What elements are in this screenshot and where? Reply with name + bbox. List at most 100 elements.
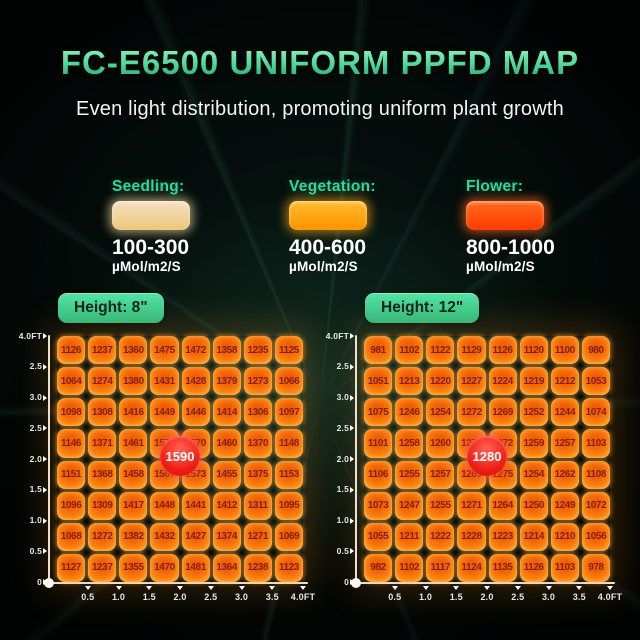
ppfd-cell: 1273 <box>243 367 272 396</box>
ppfd-cell: 1211 <box>395 522 424 551</box>
ppfd-cell: 1311 <box>243 491 272 520</box>
ppfd-cell: 1257 <box>550 429 579 458</box>
x-axis-tick-mark <box>207 586 214 593</box>
ppfd-cell: 1380 <box>119 367 148 396</box>
y-axis-tick-mark <box>350 486 357 493</box>
y-axis-tick-label: 1.0 <box>336 515 349 525</box>
x-axis-line <box>355 582 615 584</box>
ppfd-cell: 1051 <box>364 367 393 396</box>
legend-unit: µMol/m2/S <box>289 259 358 275</box>
x-axis-tick-mark <box>391 586 398 593</box>
x-axis-tick-label: 4.0FT <box>597 592 623 602</box>
ppfd-cell: 1374 <box>212 522 241 551</box>
x-axis-tick-mark <box>238 586 245 593</box>
ppfd-cell: 1066 <box>274 367 303 396</box>
ppfd-cell: 1247 <box>395 491 424 520</box>
ppfd-cell: 1238 <box>243 553 272 582</box>
x-axis-tick-label: 2.0 <box>480 592 494 602</box>
ppfd-cell: 1414 <box>212 398 241 427</box>
ppfd-cell: 1358 <box>212 336 241 365</box>
x-axis-tick-label: 0.5 <box>81 592 95 602</box>
ppfd-cell: 1148 <box>274 429 303 458</box>
x-axis-tick-label: 0.5 <box>388 592 402 602</box>
legend-range: 100-300 <box>112 236 190 259</box>
legend-unit: µMol/m2/S <box>466 259 535 275</box>
y-axis-tick-mark <box>350 517 357 524</box>
ppfd-cell: 1416 <box>119 398 148 427</box>
x-axis-tick-label: 3.0 <box>234 592 249 602</box>
y-axis-tick-mark <box>43 363 50 370</box>
ppfd-cell: 1460 <box>212 429 241 458</box>
ppfd-cell: 1432 <box>150 522 179 551</box>
ppfd-cell: 1272 <box>88 522 117 551</box>
ppfd-cell: 1244 <box>550 398 579 427</box>
y-axis-tick-mark <box>43 517 50 524</box>
legend-item-vegetation: Vegetation: 400-600 µMol/m2/S <box>289 178 459 274</box>
y-axis-tick-mark <box>350 363 357 370</box>
x-axis-line <box>48 582 308 584</box>
ppfd-cell: 1053 <box>581 367 610 396</box>
ppfd-cell: 1153 <box>274 460 303 489</box>
x-axis-tick-label: 2.5 <box>204 592 218 602</box>
axis-origin-dot <box>351 578 361 588</box>
ppfd-cell: 1108 <box>581 460 610 489</box>
ppfd-cell: 1126 <box>57 336 86 365</box>
x-axis-tick-label: 1.5 <box>142 592 156 602</box>
y-axis-tick-mark <box>43 456 50 462</box>
ppfd-cell: 1360 <box>119 336 148 365</box>
ppfd-cell: 1257 <box>426 460 455 489</box>
ppfd-cell: 1075 <box>364 398 393 427</box>
ppfd-cell: 1064 <box>57 367 86 396</box>
ppfd-cell: 1309 <box>88 491 117 520</box>
x-axis-tick-mark <box>422 586 429 593</box>
ppfd-chart-height-8in: Height: 8" 1126 1237 1360 1475 1472 1358 1235 1… <box>0 290 320 635</box>
legend-range: 800-1000 <box>466 236 555 259</box>
ppfd-cell: 1102 <box>395 336 424 365</box>
y-axis-line <box>48 335 50 584</box>
ppfd-cell: 1125 <box>274 336 303 365</box>
ppfd-cell: 1237 <box>88 553 117 582</box>
ppfd-cell: 1262 <box>550 460 579 489</box>
y-axis-tick-mark <box>43 486 50 493</box>
seedling-color-swatch <box>112 201 190 230</box>
ppfd-cell: 1068 <box>57 522 86 551</box>
x-axis-tick-mark <box>84 586 91 593</box>
ppfd-cell: 1103 <box>581 429 610 458</box>
ppfd-cell: 1100 <box>550 336 579 365</box>
ppfd-cell: 1249 <box>550 491 579 520</box>
x-axis-tick-mark <box>300 586 306 593</box>
ppfd-cell: 1271 <box>243 522 272 551</box>
ppfd-heatmap-grid: 981 1102 1122 1129 1126 1120 1100 980 1051 1213 12… <box>364 336 610 582</box>
ppfd-cell: 1072 <box>581 491 610 520</box>
ppfd-cell: 1246 <box>395 398 424 427</box>
ppfd-cell: 1127 <box>57 553 86 582</box>
ppfd-cell: 1259 <box>519 429 548 458</box>
ppfd-cell: 1120 <box>519 336 548 365</box>
ppfd-cell: 1102 <box>395 553 424 582</box>
x-axis-tick-mark <box>545 586 552 593</box>
axis-origin-dot <box>44 578 54 588</box>
ppfd-cell: 1446 <box>181 398 210 427</box>
x-axis-tick-mark <box>177 586 183 593</box>
height-badge: Height: 12" <box>365 293 480 323</box>
ppfd-cell: 1122 <box>426 336 455 365</box>
ppfd-cell: 1228 <box>457 522 486 551</box>
ppfd-cell: 1274 <box>88 367 117 396</box>
y-axis-tick-mark <box>350 333 357 339</box>
ppfd-cell: 981 <box>364 336 393 365</box>
x-axis-tick-mark <box>453 586 460 593</box>
ppfd-cell: 1371 <box>88 429 117 458</box>
legend-range: 400-600 <box>289 236 367 259</box>
x-axis-tick-mark <box>607 586 613 593</box>
y-axis-tick-label: 1.5 <box>336 484 349 495</box>
y-axis-tick-mark <box>350 394 357 401</box>
ppfd-cell: 1449 <box>150 398 179 427</box>
y-axis-tick-mark <box>350 456 357 462</box>
ppfd-cell: 1441 <box>181 491 210 520</box>
ppfd-cell: 1097 <box>274 398 303 427</box>
legend-label: Seedling: <box>112 178 185 195</box>
y-axis-tick-label: 2.0 <box>29 453 42 464</box>
ppfd-cell: 1379 <box>212 367 241 396</box>
max-ppfd-badge: 1590 <box>160 436 200 476</box>
